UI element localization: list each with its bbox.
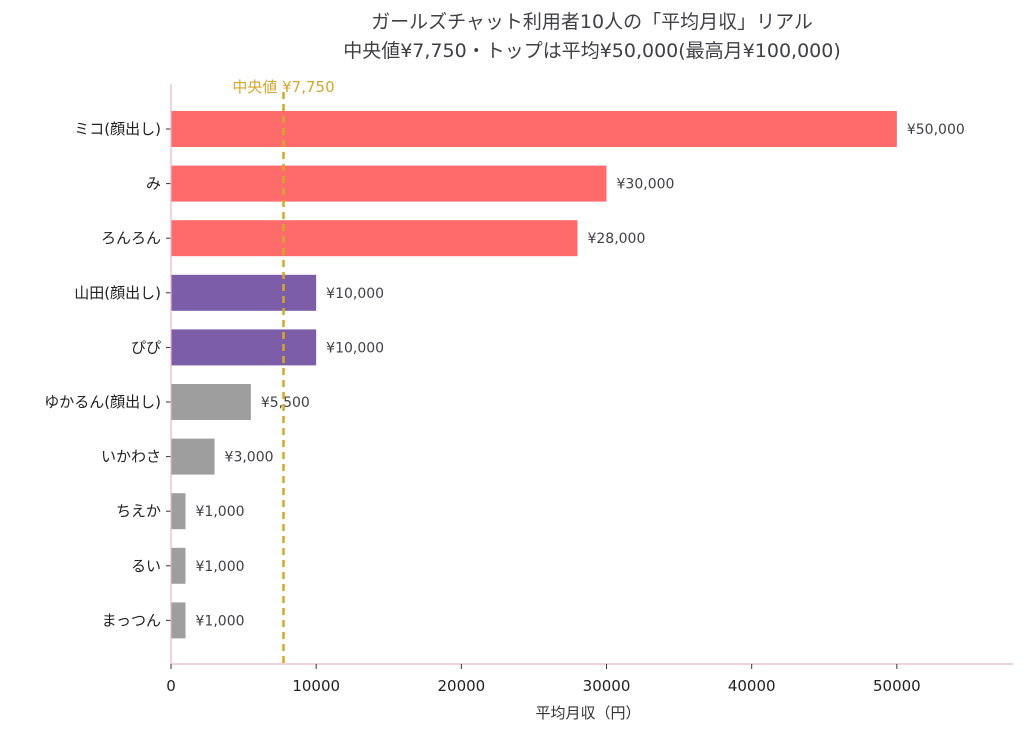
bar-1 (171, 165, 607, 202)
value-label-8: ¥1,000 (196, 559, 245, 575)
bar-4 (171, 329, 317, 366)
bar-6 (171, 438, 215, 475)
bar-7 (171, 493, 186, 530)
x-tick-label-5: 50000 (873, 677, 921, 695)
category-label-3: 山田(顔出し) (74, 284, 161, 302)
category-label-4: ぴぴ (131, 338, 161, 356)
bar-5 (171, 384, 251, 420)
value-label-0: ¥50,000 (907, 122, 965, 138)
chart-title-line-2: 中央値¥7,750・トップは平均¥50,000(最高月¥100,000) (343, 40, 841, 62)
x-tick-label-2: 20000 (437, 677, 485, 695)
value-label-5: ¥5,500 (261, 395, 310, 411)
chart-title-line-1: ガールズチャット利用者10人の「平均月収」リアル (371, 11, 813, 33)
value-label-4: ¥10,000 (326, 340, 384, 356)
bars-layer: ¥50,000 ¥30,000 ¥28,000 ¥10,000 ¥10,000 ¥5,50… (171, 111, 965, 639)
value-label-7: ¥1,000 (196, 504, 245, 520)
x-tick-label-3: 30000 (583, 677, 631, 695)
x-axis-label: 平均月収（円） (535, 704, 640, 722)
category-label-9: まっつん (102, 611, 161, 629)
bar-0 (171, 111, 897, 147)
value-label-6: ¥3,000 (225, 450, 274, 466)
category-label-1: み (146, 175, 161, 193)
x-tick-label-1: 10000 (292, 677, 340, 695)
value-label-1: ¥30,000 (617, 177, 675, 193)
median-layer: 中央値 ¥7,750 (232, 78, 335, 664)
value-label-2: ¥28,000 (587, 231, 645, 247)
category-label-2: ろんろん (101, 229, 161, 247)
bar-8 (171, 547, 186, 584)
value-label-3: ¥10,000 (326, 286, 384, 302)
category-label-0: ミコ(顔出し) (74, 120, 161, 138)
median-label: 中央値 ¥7,750 (232, 78, 334, 96)
category-label-6: いかわさ (101, 448, 161, 466)
bar-2 (171, 220, 578, 257)
x-tick-label-0: 0 (166, 677, 176, 695)
category-label-7: ちえか (116, 502, 161, 520)
category-label-5: ゆかるん(顔出し) (44, 393, 161, 411)
bar-3 (171, 274, 317, 311)
category-label-8: るい (131, 557, 161, 575)
bar-9 (171, 602, 186, 639)
value-label-9: ¥1,000 (196, 613, 245, 629)
x-tick-label-4: 40000 (728, 677, 776, 695)
